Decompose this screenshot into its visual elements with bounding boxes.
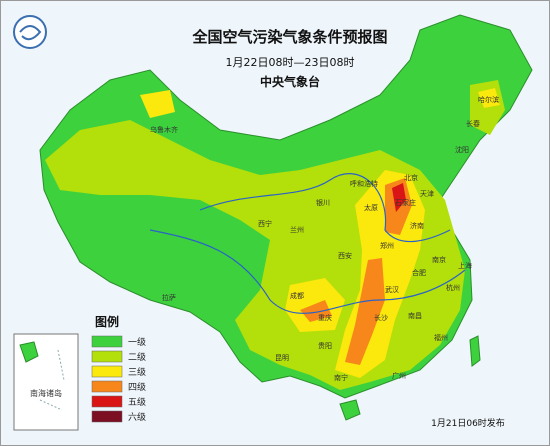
inset-land <box>19 341 39 363</box>
inset-label: 南海诸岛 <box>30 388 62 398</box>
legend-swatch <box>91 335 123 348</box>
city: 杭州 <box>446 283 460 292</box>
city: 乌鲁木齐 <box>150 125 178 134</box>
city-labels: 乌鲁木齐 拉萨 成都 重庆 西安 太原 石家庄 郑州 武汉 长沙 南昌 合肥 南… <box>150 95 499 382</box>
issuer: 中央气象台 <box>260 74 320 89</box>
city: 郑州 <box>380 242 394 250</box>
city: 合肥 <box>412 268 426 277</box>
level-3-area <box>478 88 500 108</box>
legend-swatch <box>91 350 123 363</box>
legend-label: 二级 <box>128 351 146 363</box>
city: 兰州 <box>290 225 304 234</box>
city: 西宁 <box>258 219 272 228</box>
city: 沈阳 <box>455 145 469 154</box>
level-4-area <box>300 300 332 322</box>
city: 长春 <box>466 119 480 128</box>
city: 长沙 <box>374 313 388 322</box>
city: 拉萨 <box>162 293 176 302</box>
logo <box>19 25 42 41</box>
legend-swatch <box>91 380 123 393</box>
city: 重庆 <box>318 313 332 322</box>
legend-swatch <box>91 410 123 423</box>
legend-label: 六级 <box>128 411 146 423</box>
level-4-area <box>345 258 385 365</box>
footer: 1月21日06时发布 <box>431 417 505 429</box>
city: 福州 <box>434 333 448 342</box>
city: 西安 <box>338 251 352 260</box>
legend-swatch <box>91 395 123 408</box>
legend-label: 五级 <box>128 396 146 408</box>
legend-label: 一级 <box>128 336 146 348</box>
city: 上海 <box>458 261 472 270</box>
city: 哈尔滨 <box>478 95 499 104</box>
city: 银川 <box>316 198 330 207</box>
city: 济南 <box>410 221 424 230</box>
city: 北京 <box>404 173 418 182</box>
city: 成都 <box>290 291 304 300</box>
legend-label: 三级 <box>128 366 146 378</box>
city: 贵阳 <box>318 341 332 350</box>
hainan <box>339 399 361 421</box>
legend-swatch <box>91 365 123 378</box>
river <box>199 173 451 243</box>
city: 呼和浩特 <box>350 179 378 188</box>
city: 太原 <box>364 203 378 212</box>
legend-title: 图例 <box>95 314 119 329</box>
city: 南宁 <box>334 373 348 382</box>
taiwan <box>469 335 481 367</box>
river <box>149 229 466 314</box>
city: 南京 <box>432 255 446 264</box>
inset-line <box>39 349 65 411</box>
logo <box>13 15 47 49</box>
legend-label: 四级 <box>128 381 146 393</box>
city: 武汉 <box>385 285 399 294</box>
period: 1月22日08时—23日08时 <box>226 56 355 69</box>
level-3-area <box>140 90 175 118</box>
city: 石家庄 <box>395 198 416 207</box>
city: 昆明 <box>275 354 289 362</box>
city: 南昌 <box>408 311 422 320</box>
city: 广州 <box>392 371 406 380</box>
level-5-area <box>392 183 406 212</box>
city: 天津 <box>420 190 434 198</box>
title: 全国空气污染气象条件预报图 <box>191 28 387 46</box>
